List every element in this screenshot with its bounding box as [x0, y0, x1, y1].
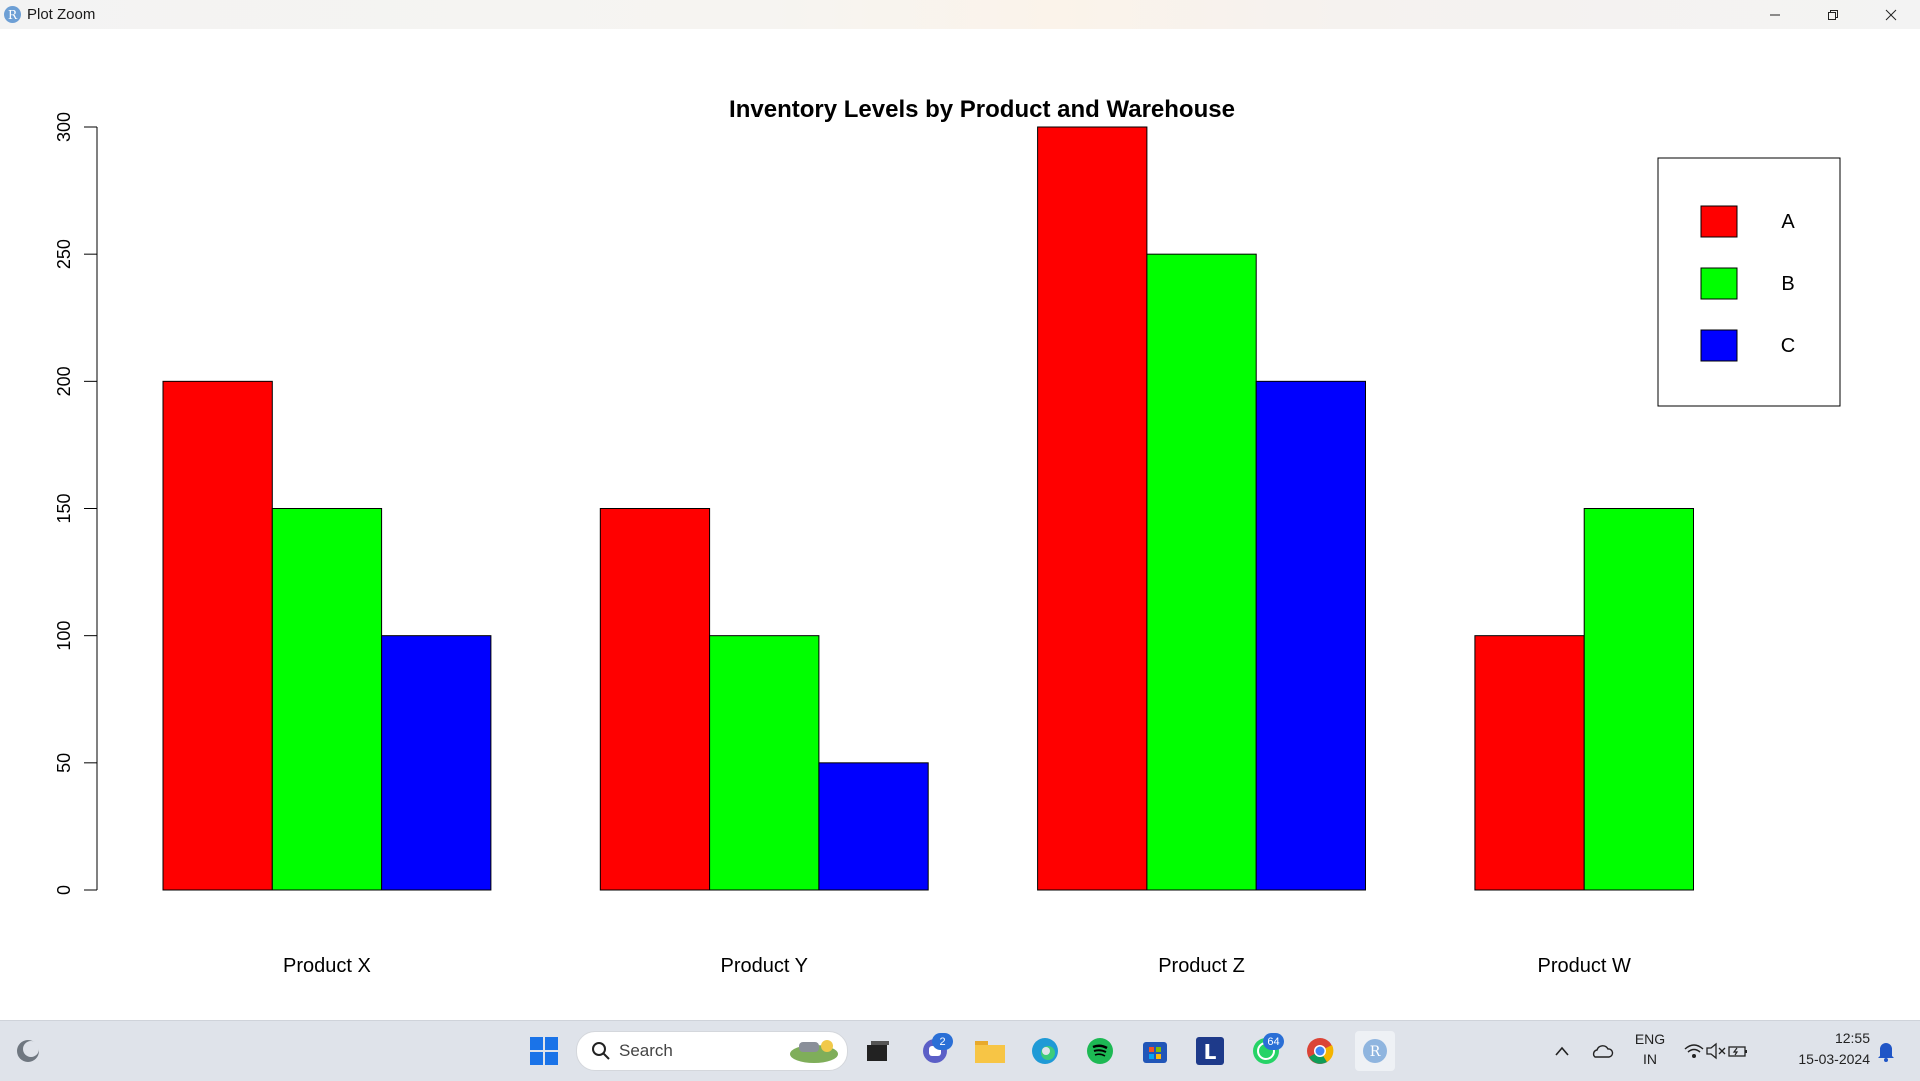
task-view-icon	[867, 1041, 889, 1061]
r-icon-letter: R	[1370, 1044, 1381, 1060]
minimize-icon	[1770, 14, 1780, 15]
spotify-button[interactable]	[1080, 1031, 1120, 1071]
legend-label: B	[1781, 273, 1794, 295]
region-indicator: IN	[1643, 1051, 1657, 1067]
window-controls	[1746, 0, 1920, 29]
battery-icon	[1728, 1046, 1747, 1057]
y-tick-label: 300	[54, 112, 74, 142]
weather-icon	[17, 1040, 39, 1062]
x-tick-label: Product Z	[1158, 955, 1245, 977]
bar-c	[818, 762, 929, 891]
edge-icon	[1032, 1038, 1058, 1064]
restore-button[interactable]	[1804, 0, 1862, 29]
bar-b	[1146, 253, 1257, 891]
legend-label: C	[1781, 335, 1795, 357]
bar-a	[599, 508, 711, 891]
edge-button[interactable]	[1025, 1031, 1065, 1071]
r-icon: R	[1363, 1039, 1387, 1063]
search-placeholder: Search	[619, 1041, 673, 1060]
l-app-icon: L	[1196, 1037, 1224, 1065]
quick-settings-button[interactable]	[1676, 1031, 1756, 1071]
bar-a	[1474, 635, 1585, 891]
x-tick-label: Product X	[283, 955, 371, 977]
language-indicator[interactable]: ENG	[1634, 1031, 1666, 1047]
legend-box	[1657, 157, 1841, 407]
r-app-icon: R	[4, 6, 21, 23]
chrome-icon	[1307, 1038, 1334, 1064]
y-tick-label: 50	[54, 753, 74, 773]
y-tick-label: 250	[54, 239, 74, 269]
legend-label: A	[1781, 211, 1795, 233]
y-tick-label: 200	[54, 366, 74, 396]
l-app-letter: L	[1204, 1040, 1217, 1064]
window-title: Plot Zoom	[27, 6, 96, 23]
whatsapp-button[interactable]: 64	[1246, 1031, 1286, 1071]
show-hidden-icons-button[interactable]	[1542, 1031, 1582, 1071]
y-tick-label: 0	[54, 885, 74, 895]
task-view-button[interactable]	[858, 1031, 898, 1071]
minimize-button[interactable]	[1746, 0, 1804, 29]
file-explorer-button[interactable]	[970, 1031, 1010, 1071]
whatsapp-badge: 64	[1263, 1033, 1284, 1050]
bar-a	[1037, 126, 1148, 891]
r-app-button[interactable]: R	[1355, 1031, 1395, 1071]
legend-swatch	[1700, 205, 1738, 238]
bar-c	[381, 635, 492, 891]
teams-button[interactable]: 2	[915, 1031, 955, 1071]
legend-swatch	[1700, 267, 1738, 300]
chevron-up-icon	[1555, 1046, 1569, 1056]
store-icon	[1143, 1042, 1167, 1063]
legend-swatch	[1700, 329, 1738, 362]
spotify-icon	[1087, 1038, 1113, 1064]
cloud-icon	[1592, 1045, 1614, 1058]
teams-badge: 2	[932, 1033, 953, 1050]
store-button[interactable]	[1135, 1031, 1175, 1071]
search-highlight-icon	[790, 1040, 838, 1063]
l-app-button[interactable]: L	[1190, 1031, 1230, 1071]
bar-c	[1255, 380, 1366, 891]
onedrive-button[interactable]	[1582, 1031, 1622, 1071]
bar-chart: Inventory Levels by Product and Warehous…	[54, 96, 1841, 977]
folder-icon	[975, 1041, 1005, 1063]
widgets-button[interactable]	[8, 1031, 48, 1071]
plot-area: Inventory Levels by Product and Warehous…	[0, 29, 1920, 1020]
bar-b	[1583, 508, 1694, 891]
clock-date: 15-03-2024	[1798, 1051, 1870, 1067]
close-icon	[1885, 9, 1897, 20]
windows-icon	[530, 1037, 558, 1065]
notifications-button[interactable]	[1866, 1031, 1906, 1071]
y-tick-label: 100	[54, 621, 74, 651]
x-tick-label: Product Y	[721, 955, 808, 977]
chart-title: Inventory Levels by Product and Warehous…	[729, 96, 1235, 123]
search-input[interactable]: Search	[576, 1031, 848, 1071]
bar-b	[709, 635, 820, 891]
clock-time[interactable]: 12:55	[1834, 1030, 1870, 1046]
bar-b	[271, 508, 383, 891]
chrome-button[interactable]	[1300, 1031, 1340, 1071]
restore-icon	[1828, 9, 1838, 20]
y-tick-label: 150	[54, 493, 74, 523]
close-button[interactable]	[1862, 0, 1920, 29]
taskbar: Search 2 L 64 R ENG IN 12:5	[0, 1020, 1920, 1081]
wifi-icon	[1684, 1044, 1704, 1058]
start-button[interactable]	[524, 1031, 564, 1071]
title-bar: R Plot Zoom	[0, 0, 1920, 29]
search-icon	[592, 1042, 610, 1060]
bar-a	[162, 380, 273, 891]
mute-icon	[1706, 1042, 1726, 1060]
bell-icon	[1878, 1043, 1894, 1062]
x-tick-label: Product W	[1538, 955, 1631, 977]
